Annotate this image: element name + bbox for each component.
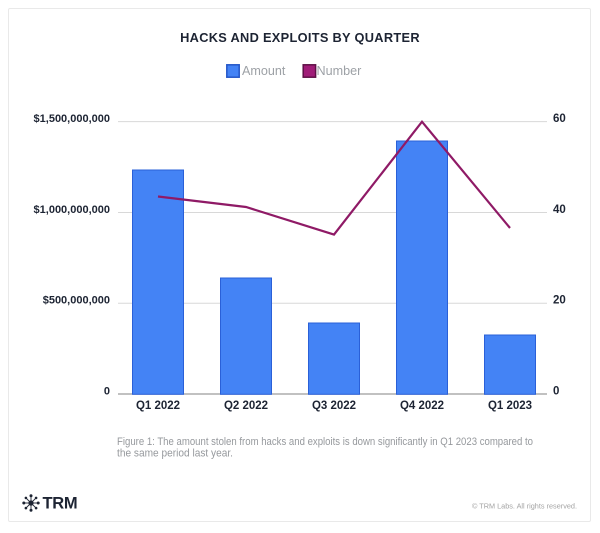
svg-text:TRM: TRM bbox=[43, 495, 78, 513]
svg-text:0: 0 bbox=[104, 386, 110, 398]
svg-text:$1,000,000,000: $1,000,000,000 bbox=[34, 204, 110, 216]
svg-text:40: 40 bbox=[553, 204, 566, 216]
svg-text:$500,000,000: $500,000,000 bbox=[43, 295, 110, 307]
svg-text:Amount: Amount bbox=[242, 64, 286, 78]
svg-text:HACKS AND EXPLOITS BY QUARTER: HACKS AND EXPLOITS BY QUARTER bbox=[180, 30, 420, 45]
svg-text:Q2 2022: Q2 2022 bbox=[224, 400, 268, 412]
svg-text:Q4 2022: Q4 2022 bbox=[400, 400, 444, 412]
svg-text:Figure 1: The amount stolen fr: Figure 1: The amount stolen from hacks a… bbox=[117, 436, 533, 448]
svg-text:0: 0 bbox=[553, 386, 559, 398]
svg-text:Q1 2022: Q1 2022 bbox=[136, 400, 180, 412]
svg-text:$1,500,000,000: $1,500,000,000 bbox=[34, 113, 110, 125]
svg-text:© TRM Labs. All rights reserve: © TRM Labs. All rights reserved. bbox=[472, 502, 577, 511]
svg-text:the same period last year.: the same period last year. bbox=[117, 448, 233, 460]
svg-text:60: 60 bbox=[553, 113, 566, 125]
svg-text:Q1 2023: Q1 2023 bbox=[488, 400, 532, 412]
svg-text:20: 20 bbox=[553, 295, 566, 307]
svg-text:Q3 2022: Q3 2022 bbox=[312, 400, 356, 412]
svg-text:Number: Number bbox=[317, 64, 362, 78]
